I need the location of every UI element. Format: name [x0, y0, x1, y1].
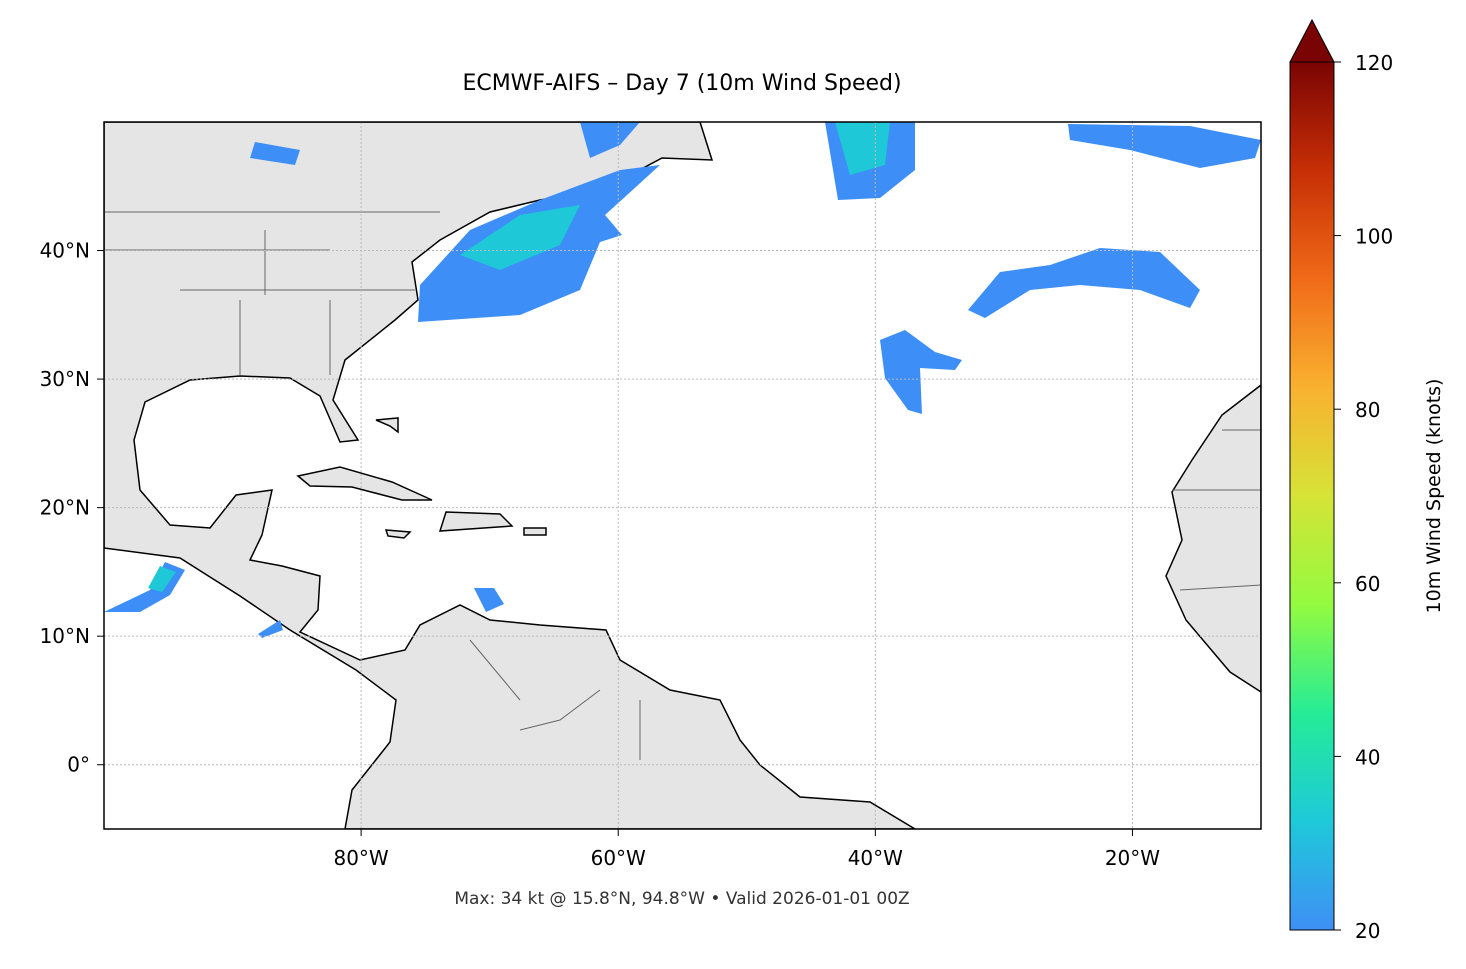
bahamas — [375, 417, 399, 434]
colorbar-tick-label: 20 — [1355, 919, 1380, 943]
cuba — [296, 466, 433, 501]
colorbar-tick-label: 80 — [1355, 398, 1380, 422]
puerto-rico — [523, 527, 547, 536]
colorbar-label: 10m Wind Speed (knots) — [1423, 379, 1445, 614]
africa — [1165, 384, 1261, 693]
wind-patch — [148, 566, 176, 592]
borders — [104, 211, 1261, 760]
colorbar-tick-label: 100 — [1355, 225, 1393, 249]
y-tick-label: 20°N — [40, 496, 90, 520]
wind-patch — [580, 122, 640, 158]
colorbar-tick-label: 60 — [1355, 572, 1380, 596]
wind-patch — [258, 620, 283, 638]
grid — [104, 122, 1261, 829]
colorbar-tick-label: 120 — [1355, 51, 1393, 75]
y-tick-label: 40°N — [40, 239, 90, 263]
map-title: ECMWF-AIFS – Day 7 (10m Wind Speed) — [462, 71, 901, 96]
x-tick-label: 60°W — [591, 846, 646, 870]
colorbar-tick-label: 40 — [1355, 745, 1380, 769]
wind-patch — [835, 122, 890, 175]
map-frame — [103, 121, 1262, 830]
colorbar-extend — [1289, 18, 1335, 63]
y-tick-label: 0° — [67, 753, 90, 777]
wind-patch — [1068, 124, 1261, 168]
y-tick-label: 30°N — [40, 367, 90, 391]
map-area — [104, 122, 1261, 829]
x-tick-label: 40°W — [848, 846, 903, 870]
wind-patch — [460, 205, 580, 270]
wind-patch — [880, 330, 962, 414]
x-tick-label: 80°W — [333, 846, 388, 870]
americas — [104, 122, 917, 829]
x-tick-label: 20°W — [1105, 846, 1160, 870]
colorbar — [1289, 61, 1335, 931]
wind-patch — [474, 588, 504, 612]
hispaniola — [438, 511, 514, 532]
wind-patch — [250, 142, 300, 165]
jamaica — [384, 529, 412, 539]
wind-patch — [968, 248, 1200, 318]
y-tick-label: 10°N — [40, 624, 90, 648]
map-note: Max: 34 kt @ 15.8°N, 94.8°W • Valid 2026… — [454, 889, 909, 909]
